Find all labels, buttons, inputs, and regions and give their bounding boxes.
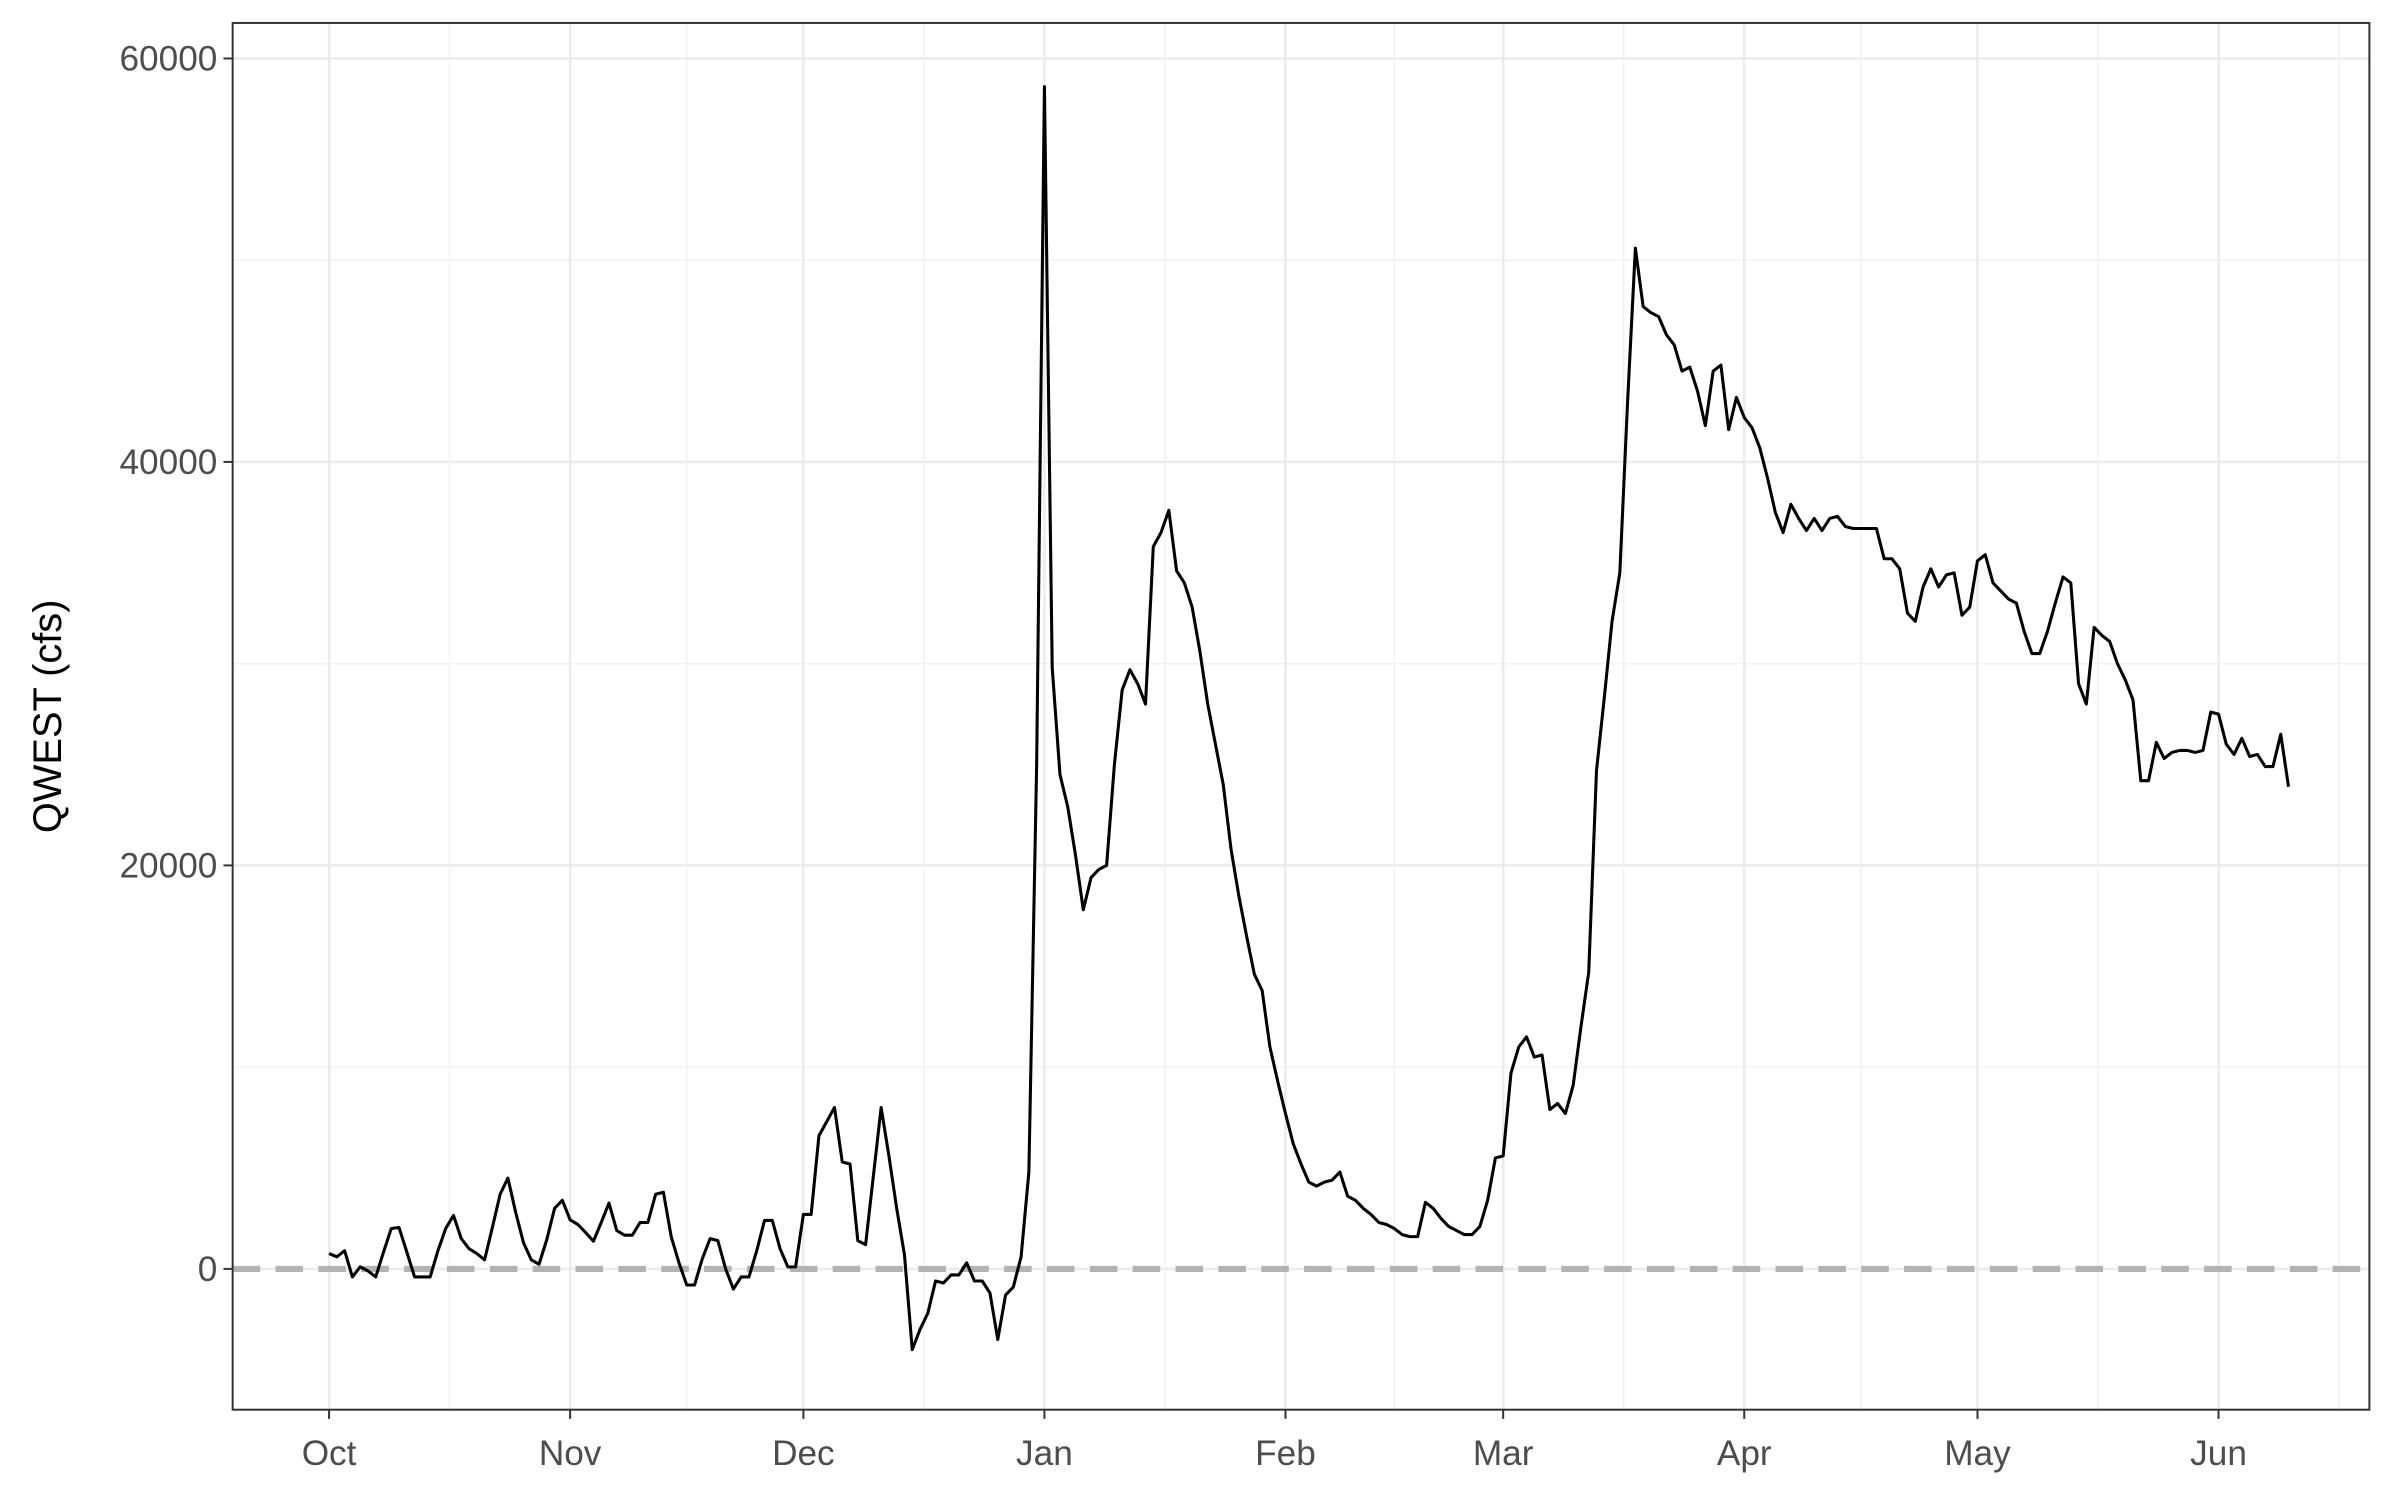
y-axis-title: QWEST (cfs) [26, 600, 70, 834]
y-tick-label: 20000 [119, 847, 217, 886]
x-tick-label: May [1944, 1434, 2011, 1473]
plot-area [232, 85, 2370, 1352]
data-line [328, 85, 2291, 1352]
x-tick-label: Jun [2190, 1434, 2247, 1473]
panel-border [231, 21, 2371, 1411]
x-tick-label: Oct [302, 1434, 357, 1473]
x-tick-label: Jan [1016, 1434, 1073, 1473]
grid [232, 22, 2370, 1410]
x-tick-label: Apr [1717, 1434, 1772, 1473]
y-tick-label: 0 [198, 1250, 218, 1289]
x-tick-label: Mar [1473, 1434, 1534, 1473]
x-tick-label: Feb [1255, 1434, 1316, 1473]
x-tick-label: Dec [772, 1434, 835, 1473]
x-tick-label: Nov [539, 1434, 602, 1473]
y-tick-label: 40000 [119, 443, 217, 482]
y-tick-label: 60000 [119, 40, 217, 79]
axes: 0 20000 40000 60000 Oct Nov Dec Jan Feb Mar Apr May… [119, 40, 2246, 1473]
